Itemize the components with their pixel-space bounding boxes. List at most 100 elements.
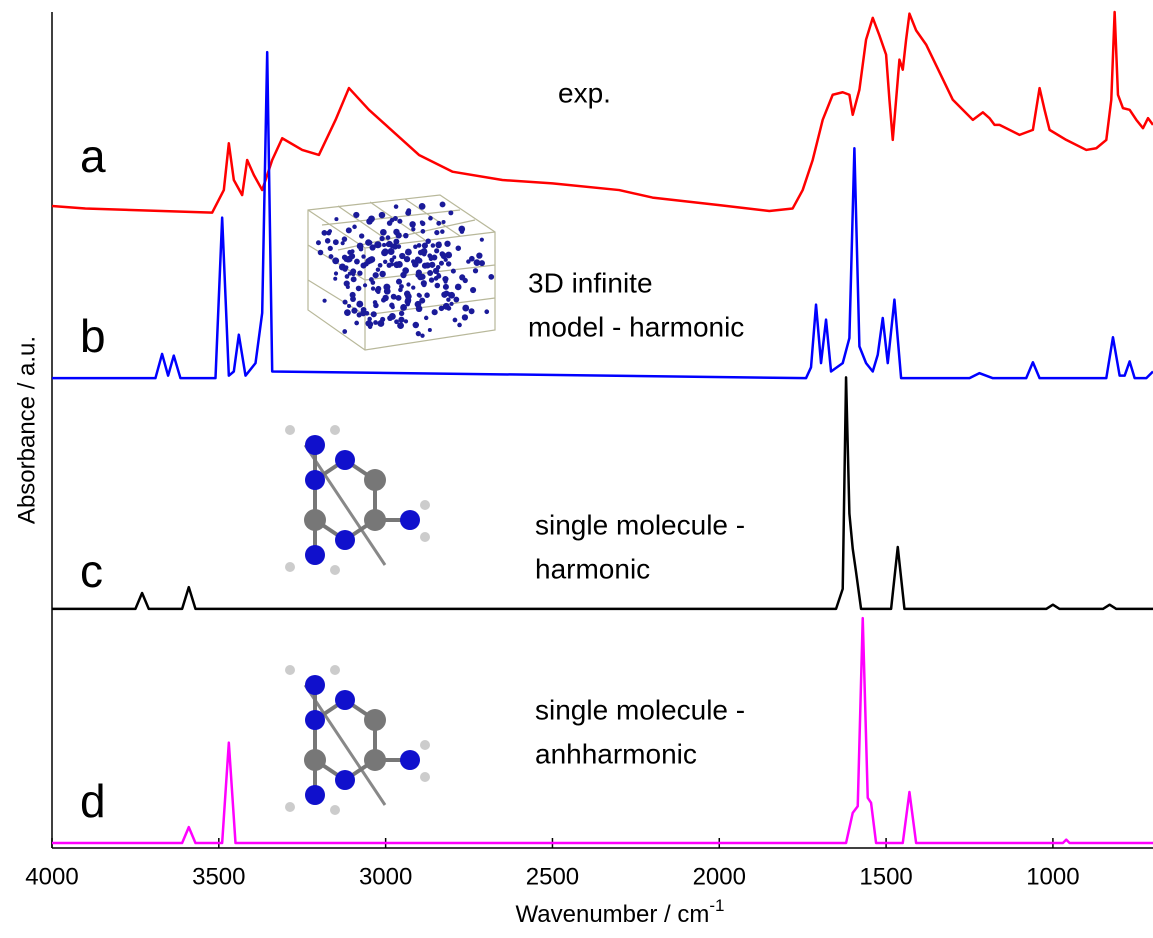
lattice-atom — [342, 236, 347, 241]
lattice-atom — [417, 258, 423, 264]
lattice-atom — [457, 323, 462, 328]
lattice-atom — [441, 291, 447, 297]
lattice-atom — [409, 221, 415, 227]
lattice-atom — [473, 268, 478, 273]
y-axis-label: Absorbance / a.u. — [13, 336, 40, 524]
lattice-atom — [359, 247, 364, 252]
lattice-atom — [418, 294, 422, 298]
lattice-atom — [435, 242, 442, 249]
lattice-atom — [456, 245, 461, 250]
lattice-atom — [419, 203, 426, 210]
lattice-atom — [386, 242, 391, 247]
lattice-atom — [373, 300, 378, 305]
lattice-atom — [347, 250, 352, 255]
x-tick-label: 3500 — [192, 863, 245, 890]
lattice-atom — [446, 306, 451, 311]
lattice-atom — [480, 238, 484, 242]
lattice-atom — [398, 317, 404, 323]
lattice-atom — [424, 316, 428, 320]
lattice-atom — [462, 305, 469, 312]
lattice-atom — [484, 309, 489, 314]
lattice-atom — [444, 241, 450, 247]
lattice-atom — [445, 252, 452, 259]
lattice-atom — [376, 286, 382, 292]
lattice-atom — [390, 218, 395, 223]
lattice-atom — [333, 239, 339, 245]
lattice-atom — [404, 319, 408, 323]
lattice-atom — [346, 256, 353, 263]
lattice-atom — [431, 243, 436, 248]
lattice-atom — [328, 246, 333, 251]
lattice-atom — [469, 256, 475, 262]
lattice-atom — [429, 262, 435, 268]
lattice-atom — [344, 309, 351, 316]
lattice-atom — [459, 274, 465, 280]
lattice-atom — [402, 267, 409, 274]
lattice-atom — [411, 286, 415, 290]
lattice-atom — [391, 305, 395, 309]
lattice-atom — [378, 263, 383, 268]
lattice-atom — [382, 295, 388, 301]
lattice-atom — [427, 270, 433, 276]
lattice-atom — [396, 279, 402, 285]
lattice-atom — [364, 262, 368, 266]
lattice-atom — [380, 229, 387, 236]
lattice-atom — [421, 248, 428, 255]
lattice-atom — [396, 295, 402, 301]
lattice-atom — [420, 333, 424, 337]
lattice-atom — [371, 311, 377, 317]
lattice-atom — [334, 271, 338, 275]
lattice-atom — [322, 299, 326, 303]
lattice-atom — [328, 229, 332, 233]
lattice-atom — [394, 319, 399, 324]
lattice-atom — [462, 314, 468, 320]
lattice-atom — [469, 308, 475, 314]
spectrum-line — [52, 618, 1153, 843]
x-axis-label-sup: -1 — [709, 896, 724, 915]
lattice-atom — [348, 272, 352, 276]
lattice-atom — [440, 201, 446, 207]
lattice-atom — [383, 260, 387, 264]
lattice-atom — [376, 267, 380, 271]
x-tick-label: 1000 — [1026, 863, 1079, 890]
lattice-atom — [470, 287, 476, 293]
lattice-atom — [429, 277, 434, 282]
annotation: single molecule - — [535, 694, 745, 725]
x-tick-label: 1500 — [859, 863, 912, 890]
lattice-atom — [396, 244, 401, 249]
lattice-atom — [396, 261, 403, 268]
lattice-atom — [373, 272, 379, 278]
lattice-atom — [367, 257, 374, 264]
lattice-atom — [361, 254, 365, 258]
lattice-atom — [356, 286, 362, 292]
lattice-atom — [432, 309, 438, 315]
lattice-atom — [421, 229, 426, 234]
x-tick-label: 2000 — [693, 863, 746, 890]
lattice-atom — [405, 249, 412, 256]
lattice-atom — [318, 250, 324, 256]
lattice-atom — [346, 285, 350, 289]
lattice-atom — [365, 320, 371, 326]
lattice-atom — [449, 302, 453, 306]
lattice-atom — [416, 331, 421, 336]
lattice-atom — [379, 212, 385, 218]
lattice-atom — [442, 220, 446, 224]
chart: Absorbance / a.u. Wavenumber / cm-1 4000… — [0, 0, 1153, 938]
lattice-atom — [352, 225, 357, 230]
lattice-atom — [343, 267, 348, 272]
lattice-atom — [379, 271, 385, 277]
lattice-icon — [308, 195, 495, 350]
annotation: anhharmonic — [535, 738, 697, 769]
lattice-atom — [436, 221, 441, 226]
lattice-atom — [444, 258, 448, 262]
lattice-atom — [351, 276, 357, 282]
series-label: b — [80, 310, 106, 362]
annotation: exp. — [558, 77, 611, 108]
lattice-atom — [394, 204, 399, 209]
x-tick-label: 3000 — [359, 863, 412, 890]
lattice-atom — [403, 233, 408, 238]
lattice-atom — [382, 248, 389, 255]
lattice-atom — [488, 274, 494, 280]
lattice-atom — [387, 315, 393, 321]
lattice-atom — [458, 226, 465, 233]
